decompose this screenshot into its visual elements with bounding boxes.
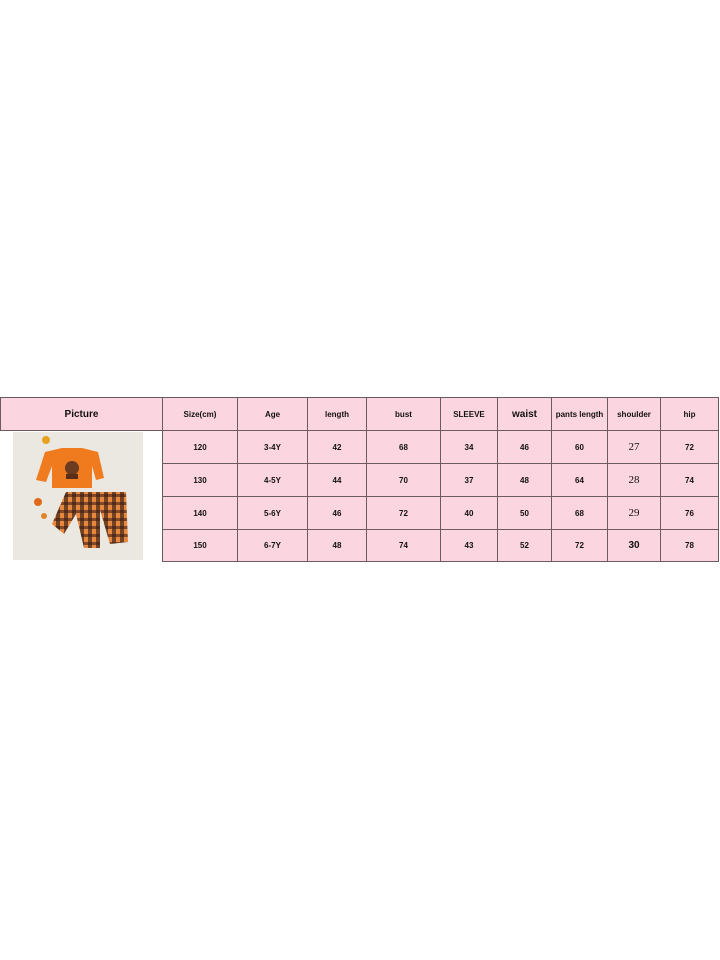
header-cell: pants length	[551, 397, 608, 431]
table-cell: 74	[366, 529, 441, 562]
table-cell: 4-5Y	[237, 463, 308, 497]
table-cell: 27	[607, 430, 661, 464]
table-cell: 140	[162, 496, 238, 530]
table-cell: 43	[440, 529, 498, 562]
table-cell: 70	[366, 463, 441, 497]
table-cell: 50	[497, 496, 552, 530]
table-cell: 30	[607, 529, 661, 562]
table-cell: 68	[366, 430, 441, 464]
header-cell: Age	[237, 397, 308, 431]
table-cell: 72	[551, 529, 608, 562]
table-cell: 72	[366, 496, 441, 530]
header-cell: bust	[366, 397, 441, 431]
table-cell: 46	[307, 496, 367, 530]
table-cell: 3-4Y	[237, 430, 308, 464]
table-cell: 60	[551, 430, 608, 464]
table-cell: 44	[307, 463, 367, 497]
table-cell: 78	[660, 529, 719, 562]
header-cell: shoulder	[607, 397, 661, 431]
table-cell: 68	[551, 496, 608, 530]
table-cell: 48	[307, 529, 367, 562]
table-cell: 6-7Y	[237, 529, 308, 562]
table-cell: 28	[607, 463, 661, 497]
product-photo	[0, 430, 161, 561]
header-cell: Size(cm)	[162, 397, 238, 431]
table-cell: 40	[440, 496, 498, 530]
table-cell: 29	[607, 496, 661, 530]
header-cell: hip	[660, 397, 719, 431]
photo-illustration	[13, 432, 143, 560]
table-cell: 34	[440, 430, 498, 464]
table-cell: 74	[660, 463, 719, 497]
table-cell: 130	[162, 463, 238, 497]
header-cell: SLEEVE	[440, 397, 498, 431]
header-cell: length	[307, 397, 367, 431]
table-cell: 37	[440, 463, 498, 497]
table-cell: 52	[497, 529, 552, 562]
header-cell: Picture	[0, 397, 163, 431]
table-cell: 5-6Y	[237, 496, 308, 530]
table-cell: 46	[497, 430, 552, 464]
table-cell: 150	[162, 529, 238, 562]
table-cell: 120	[162, 430, 238, 464]
table-cell: 42	[307, 430, 367, 464]
table-cell: 48	[497, 463, 552, 497]
header-cell: waist	[497, 397, 552, 431]
table-cell: 72	[660, 430, 719, 464]
table-cell: 64	[551, 463, 608, 497]
table-cell: 76	[660, 496, 719, 530]
